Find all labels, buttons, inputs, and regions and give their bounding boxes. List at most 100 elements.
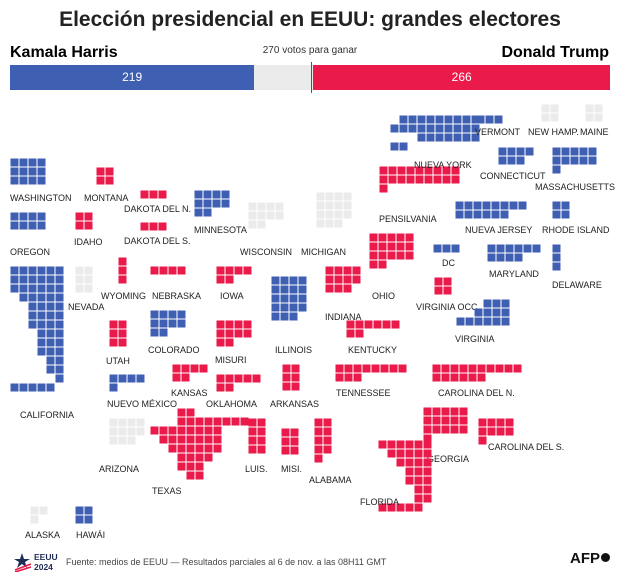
elector-cell [459,416,468,425]
elector-cell [415,175,424,184]
elector-cell [424,166,433,175]
elector-cell [570,147,579,156]
elector-cell [46,302,55,311]
elector-cell [451,244,460,253]
elector-cell [514,253,523,262]
elector-cell [37,293,46,302]
elector-cell [118,338,127,347]
elector-cell [243,374,252,383]
elector-cell [442,175,451,184]
state-label: MICHIGAN [301,247,346,257]
elector-cell [37,311,46,320]
elector-cell [492,299,501,308]
elector-cell [46,320,55,329]
state-massachusetts [552,147,597,174]
elector-cell [159,435,168,444]
elector-cell [55,311,64,320]
state-label: NEVADA [68,302,104,312]
elector-cell [75,212,84,221]
elector-cell [159,426,168,435]
state-label: MONTANA [84,193,128,203]
elector-cell [346,320,355,329]
elector-cell [491,210,500,219]
elector-cell [478,436,487,445]
elector-cell [316,201,325,210]
state-misuri [216,320,252,347]
elector-cell [257,427,266,436]
elector-cell [266,202,275,211]
elector-cell [379,166,388,175]
elector-cell [423,449,432,458]
elector-cell [271,303,280,312]
state-illinois [271,276,307,321]
elector-cell [552,147,561,156]
state-delaware [552,244,561,271]
elector-cell [282,364,291,373]
elector-cell [231,417,240,426]
elector-cell [405,440,414,449]
state-label: DC [442,258,455,268]
elector-cell [234,266,243,275]
elector-cell [369,260,378,269]
elector-cell [486,364,495,373]
elector-cell [203,199,212,208]
elector-cell [204,426,213,435]
elector-cell [505,253,514,262]
pending-bar-segment [254,65,314,90]
elector-cell [585,104,594,113]
elector-cell [453,124,462,133]
elector-cell [323,445,332,454]
state-new-hamp- [541,104,559,122]
elector-cell [323,427,332,436]
elector-cell [282,373,291,382]
elector-cell [390,142,399,151]
elector-cell [476,115,485,124]
elector-cell [423,476,432,485]
elector-cell [378,233,387,242]
elector-cell [387,242,396,251]
elector-cell [405,242,414,251]
state-label: OKLAHOMA [206,399,257,409]
elector-cell [19,266,28,275]
state-label: CAROLINA DEL N. [438,388,515,398]
elector-cell [216,329,225,338]
elector-cell [396,503,405,512]
elector-cell [352,275,361,284]
elector-cell [432,416,441,425]
state-indiana [325,266,361,293]
elector-cell [28,212,37,221]
elector-cell [10,383,19,392]
elector-cell [444,124,453,133]
elector-cell [441,364,450,373]
elector-cell [399,115,408,124]
elector-cell [195,426,204,435]
elector-cell [118,427,127,436]
elector-cell [500,201,509,210]
elector-cell [474,308,483,317]
elector-cell [248,202,257,211]
elector-cell [477,364,486,373]
elector-cell [468,373,477,382]
elector-cell [222,417,231,426]
elector-cell [405,503,414,512]
elector-cell [168,266,177,275]
elector-cell [19,212,28,221]
state-washington [10,158,46,185]
elector-cell [234,329,243,338]
elector-cell [203,208,212,217]
elector-cell [594,113,603,122]
elector-cell [28,302,37,311]
elector-cell [364,320,373,329]
elector-cell [55,284,64,293]
elector-cell [352,266,361,275]
chart-title: Elección presidencial en EEUU: grandes e… [59,8,561,31]
state-dakota-del-n- [140,190,167,199]
elector-cell [465,317,474,326]
elector-cell [177,435,186,444]
elector-cell [118,418,127,427]
elector-cell [450,407,459,416]
elector-cell [453,115,462,124]
elector-cell [518,201,527,210]
elector-cell [433,244,442,253]
elector-cell [149,222,158,231]
